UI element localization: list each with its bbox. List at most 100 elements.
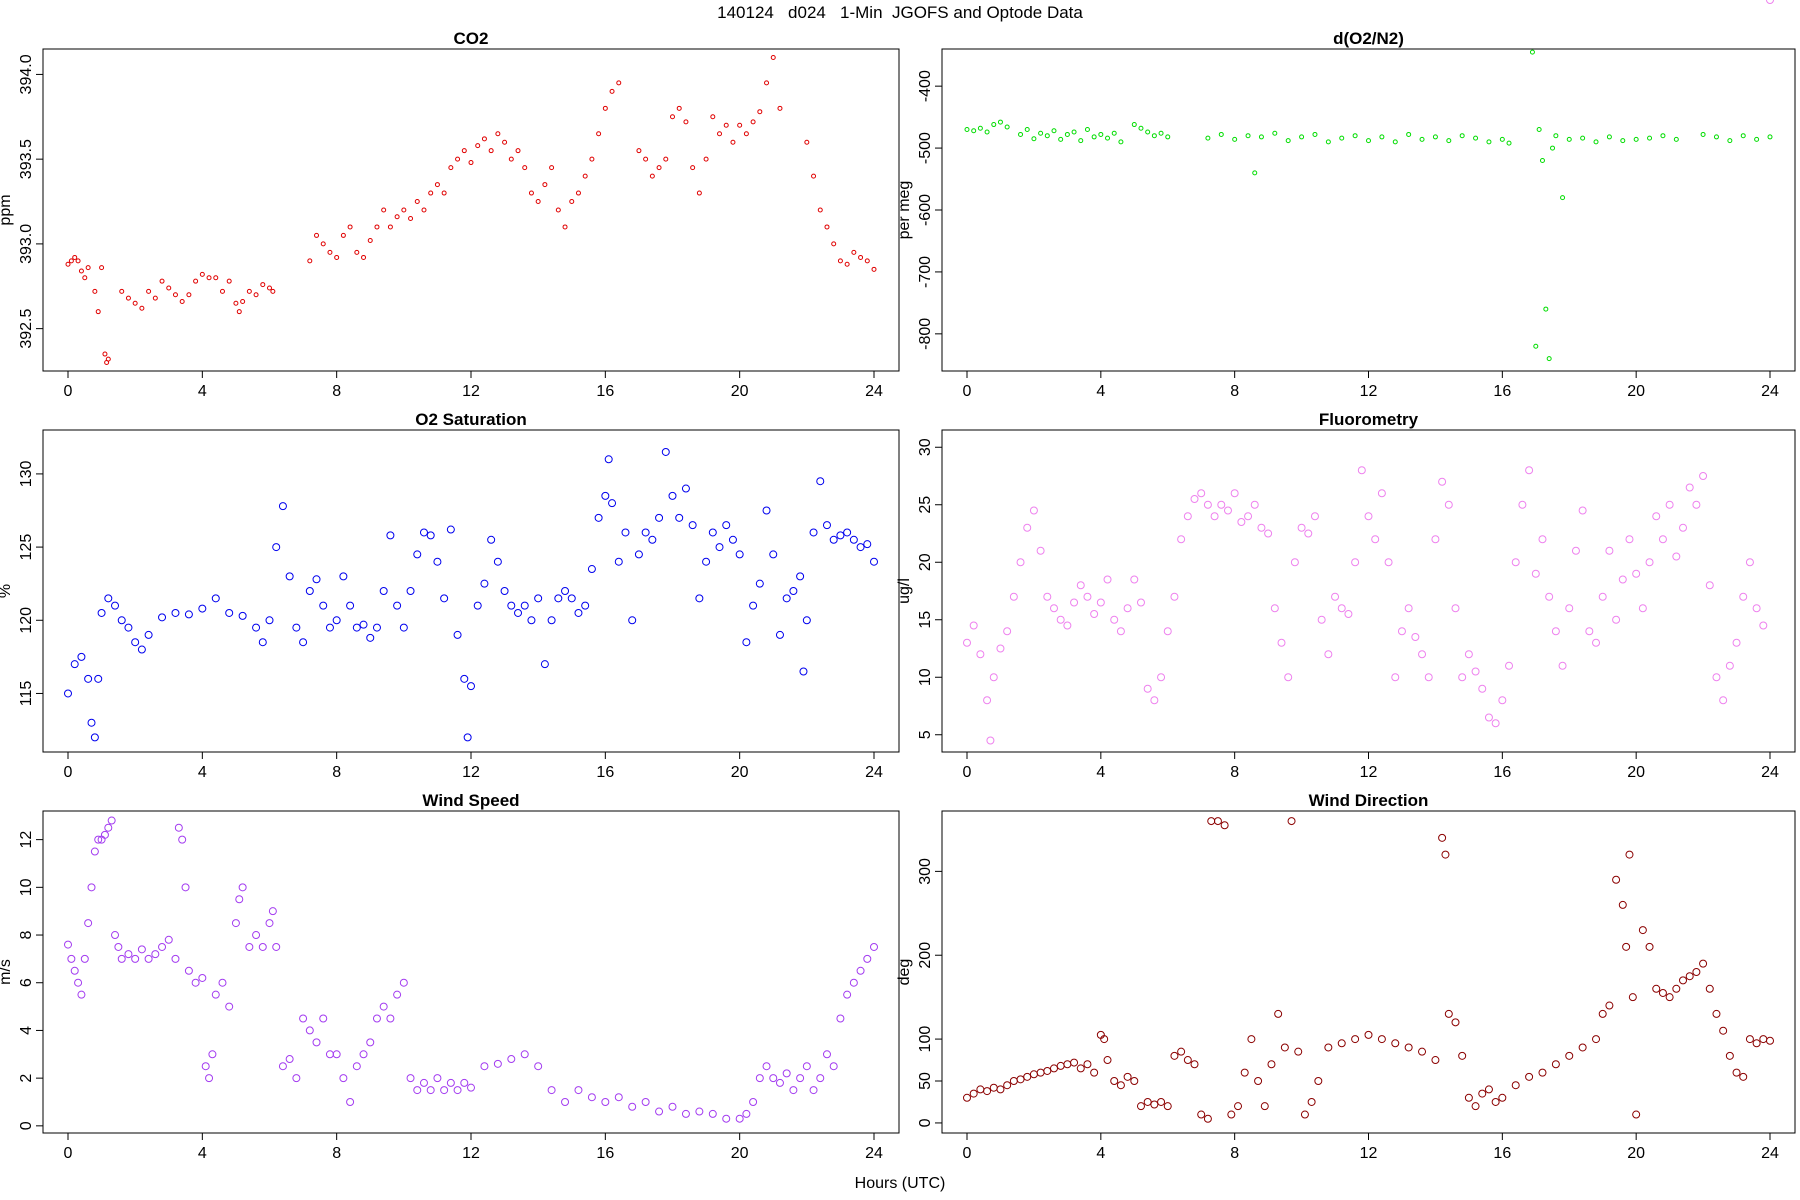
data-point xyxy=(193,278,199,284)
data-point xyxy=(870,557,878,566)
data-point xyxy=(1210,512,1219,521)
data-point xyxy=(681,1109,690,1118)
data-point xyxy=(1203,1114,1212,1123)
data-point xyxy=(1506,140,1512,146)
data-point xyxy=(1070,1058,1079,1067)
data-point xyxy=(1213,817,1222,826)
data-point xyxy=(132,300,138,306)
x-tick-label: 12 xyxy=(1360,1145,1378,1162)
data-point xyxy=(399,978,408,987)
chart-co2: CO2 0 4 8 12 16 20 24 392.5 393.0 393.5 394.0 ppm xyxy=(0,29,900,400)
data-point xyxy=(1745,1035,1754,1044)
data-point xyxy=(737,122,743,128)
data-point xyxy=(1197,489,1206,498)
data-point xyxy=(124,623,133,632)
data-point xyxy=(238,611,247,620)
data-point xyxy=(1151,133,1157,139)
data-point xyxy=(755,1074,764,1083)
y-tick-label: 20 xyxy=(917,553,934,571)
data-point xyxy=(84,919,93,928)
data-point xyxy=(1592,1035,1601,1044)
data-point xyxy=(367,238,373,244)
y-tick-label: -400 xyxy=(917,70,934,102)
x-tick-label: 8 xyxy=(1230,383,1239,400)
data-point xyxy=(822,1050,831,1059)
data-point xyxy=(74,978,83,987)
data-point xyxy=(507,1055,516,1064)
data-point xyxy=(1056,615,1065,624)
x-tick-label: 12 xyxy=(1360,764,1378,781)
data-point xyxy=(152,295,158,301)
data-point xyxy=(983,1087,992,1096)
data-point xyxy=(1270,604,1279,613)
x-tick-label: 20 xyxy=(731,383,749,400)
data-point xyxy=(730,139,736,145)
data-point xyxy=(1090,610,1099,618)
data-point xyxy=(219,288,225,294)
data-point xyxy=(319,1014,328,1023)
x-tick-label: 0 xyxy=(64,1145,73,1162)
data-point xyxy=(609,88,615,94)
data-point xyxy=(1205,135,1211,141)
data-point xyxy=(1525,466,1534,475)
data-point xyxy=(1411,633,1420,641)
data-point xyxy=(95,309,101,315)
data-point xyxy=(1357,466,1366,475)
data-point xyxy=(1165,134,1171,140)
data-point xyxy=(75,258,81,264)
data-point xyxy=(1230,489,1239,498)
data-point xyxy=(641,528,650,537)
y-tick-label: 2 xyxy=(18,1074,35,1083)
data-point xyxy=(986,736,995,745)
data-point xyxy=(252,623,261,632)
data-point xyxy=(1679,976,1688,985)
data-point xyxy=(742,1109,751,1118)
data-point xyxy=(837,258,843,264)
data-point xyxy=(1237,518,1246,526)
data-point xyxy=(1245,133,1251,139)
data-point xyxy=(782,1069,791,1078)
data-point xyxy=(520,1050,529,1059)
data-point xyxy=(1712,673,1721,682)
data-point xyxy=(816,1074,825,1083)
data-point xyxy=(849,535,858,544)
data-point xyxy=(1190,1060,1199,1069)
x-tick-label: 12 xyxy=(462,1145,480,1162)
data-point xyxy=(406,1074,415,1083)
data-point xyxy=(1049,604,1058,613)
data-point xyxy=(346,1097,355,1106)
data-point xyxy=(1424,673,1433,682)
y-axis-label: ppm xyxy=(0,194,14,225)
data-point xyxy=(387,224,393,230)
data-point xyxy=(749,1097,758,1106)
data-point xyxy=(428,190,434,196)
data-point xyxy=(1344,610,1353,618)
x-tick-label: 24 xyxy=(1761,1145,1779,1162)
x-tick-label: 24 xyxy=(1761,764,1779,781)
y-tick-label: 6 xyxy=(18,978,35,987)
data-point xyxy=(1531,569,1540,578)
data-point xyxy=(1016,1075,1025,1084)
data-point xyxy=(770,54,776,60)
y-tick-label: 300 xyxy=(917,858,934,885)
data-point xyxy=(1163,1102,1172,1111)
data-point xyxy=(1712,1009,1721,1018)
data-point xyxy=(218,978,227,987)
data-point xyxy=(502,139,508,145)
data-point xyxy=(500,587,509,595)
data-point xyxy=(977,125,983,131)
data-point xyxy=(1551,627,1560,636)
data-point xyxy=(366,633,375,642)
data-point xyxy=(971,128,977,134)
data-point xyxy=(782,594,791,603)
data-point xyxy=(688,521,697,530)
data-point xyxy=(575,190,581,196)
data-point xyxy=(851,249,857,255)
x-axis-label: Hours (UTC) xyxy=(855,1175,946,1192)
data-point xyxy=(1605,546,1614,555)
data-point xyxy=(64,689,72,698)
data-point xyxy=(292,1074,301,1083)
data-point xyxy=(1003,627,1012,636)
data-point xyxy=(111,931,120,940)
data-point xyxy=(1459,133,1465,139)
